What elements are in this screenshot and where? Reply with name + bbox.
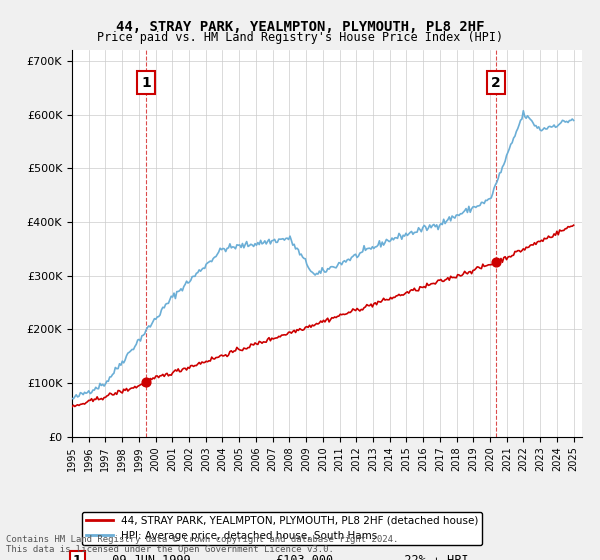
Text: 2: 2 (491, 76, 501, 90)
Text: Price paid vs. HM Land Registry's House Price Index (HPI): Price paid vs. HM Land Registry's House … (97, 31, 503, 44)
Text: Contains HM Land Registry data © Crown copyright and database right 2024.
This d: Contains HM Land Registry data © Crown c… (6, 535, 398, 554)
Text: 44, STRAY PARK, YEALMPTON, PLYMOUTH, PL8 2HF: 44, STRAY PARK, YEALMPTON, PLYMOUTH, PL8… (116, 20, 484, 34)
Point (142, 377, 151, 386)
Legend: 44, STRAY PARK, YEALMPTON, PLYMOUTH, PL8 2HF (detached house), HPI: Average pric: 44, STRAY PARK, YEALMPTON, PLYMOUTH, PL8… (82, 512, 482, 545)
Text: 1: 1 (142, 76, 151, 90)
Text: 1: 1 (73, 554, 82, 560)
Text: 09-JUN-1999            £103,000          22% ↓ HPI: 09-JUN-1999 £103,000 22% ↓ HPI (97, 554, 468, 560)
Point (491, 258, 501, 267)
